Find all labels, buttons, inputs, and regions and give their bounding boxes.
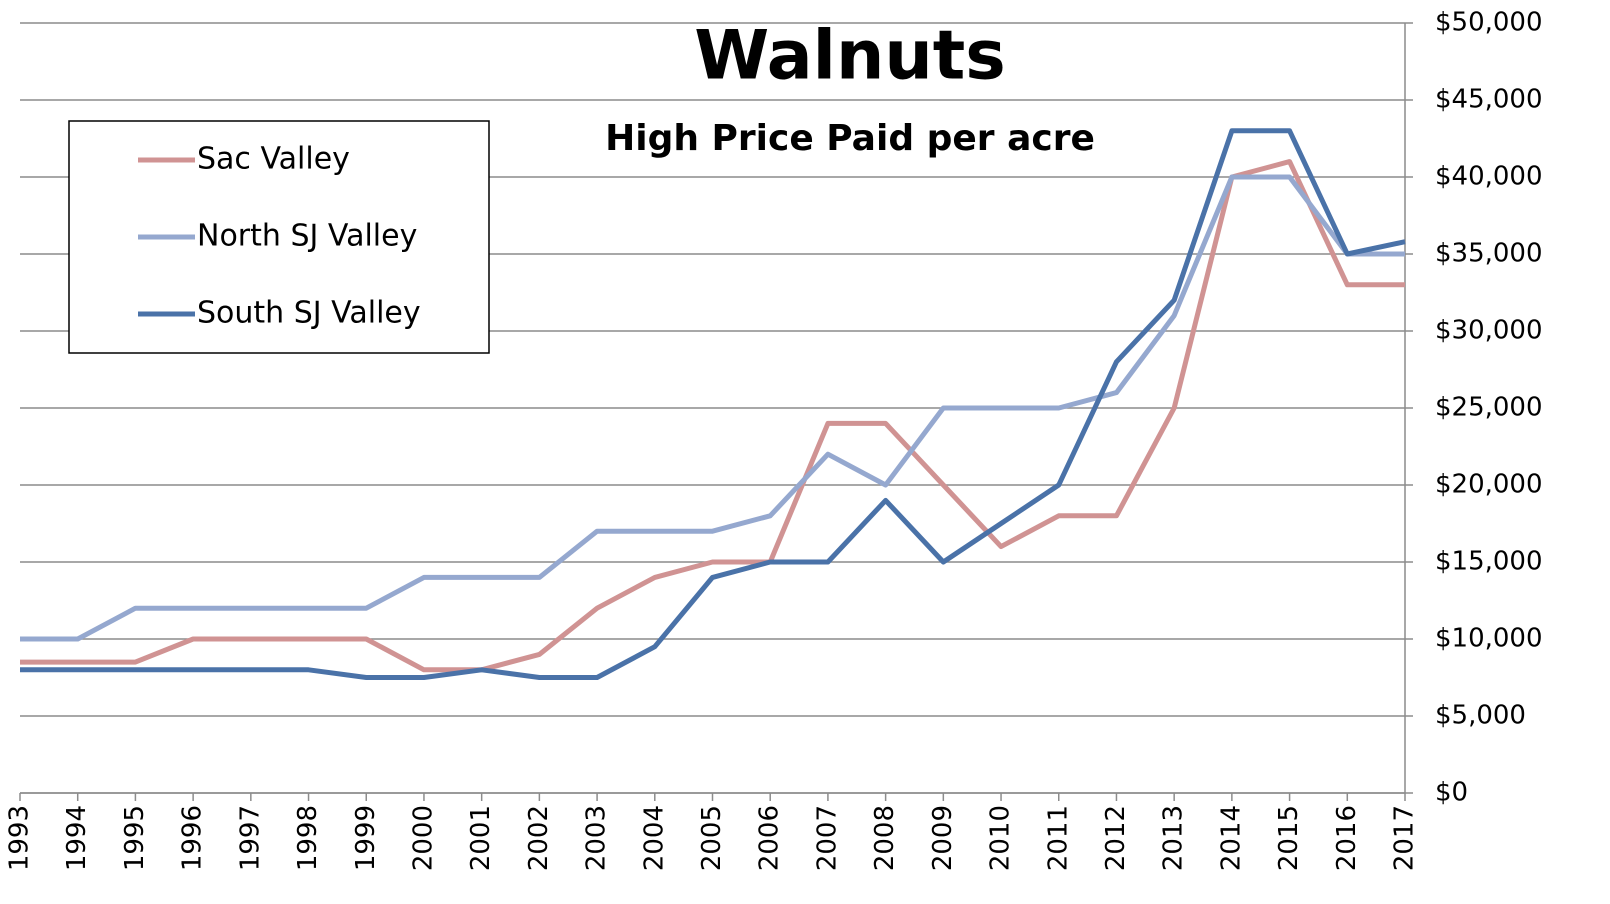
x-tick-label: 2011: [1043, 805, 1073, 871]
x-tick-label: 2003: [582, 805, 612, 871]
y-tick-label: $30,000: [1435, 316, 1543, 346]
x-tick-label: 2000: [408, 805, 438, 871]
x-tick-label: 2007: [812, 805, 842, 871]
x-tick-label: 2008: [870, 805, 900, 871]
y-tick-label: $35,000: [1435, 239, 1543, 269]
series-line: [20, 128, 1406, 680]
y-tick-label: $40,000: [1435, 162, 1543, 192]
legend-label: South SJ Valley: [197, 296, 421, 331]
y-tick-label: $10,000: [1435, 624, 1543, 654]
x-tick-label: 1997: [235, 805, 265, 871]
x-tick-label: 2015: [1274, 805, 1304, 871]
x-tick-label: 2012: [1101, 805, 1131, 871]
x-tick-label: 2017: [1390, 805, 1420, 871]
x-tick-label: 2001: [466, 805, 496, 871]
x-tick-label: 2013: [1159, 805, 1189, 871]
x-tick-label: 2002: [524, 805, 554, 871]
y-tick-label: $0: [1435, 778, 1468, 808]
x-tick-label: 2016: [1332, 805, 1362, 871]
x-tick-label: 1995: [120, 805, 150, 871]
y-tick-label: $50,000: [1435, 8, 1543, 38]
series-line: [20, 174, 1405, 642]
y-tick-label: $20,000: [1435, 470, 1543, 500]
x-tick-label: 2005: [697, 805, 727, 871]
y-tick-label: $45,000: [1435, 85, 1543, 115]
legend-label: North SJ Valley: [197, 219, 417, 254]
x-tick-label: 2014: [1216, 805, 1246, 871]
y-tick-label: $25,000: [1435, 393, 1543, 423]
chart-title: Walnuts: [694, 17, 1006, 96]
x-tick-label: 1993: [5, 805, 35, 871]
x-tick-label: 2006: [755, 805, 785, 871]
x-tick-label: 2004: [639, 805, 669, 871]
y-tick-label: $15,000: [1435, 547, 1543, 577]
x-tick-label: 1996: [178, 805, 208, 871]
series-line: [20, 159, 1405, 673]
x-tick-label: 1994: [62, 805, 92, 871]
x-tick-label: 1998: [293, 805, 323, 871]
x-tick-label: 2010: [986, 805, 1016, 871]
x-tick-label: 1999: [351, 805, 381, 871]
chart-subtitle: High Price Paid per acre: [605, 118, 1095, 159]
y-tick-label: $5,000: [1435, 701, 1526, 731]
legend-label: Sac Valley: [197, 142, 350, 177]
x-tick-label: 2009: [928, 805, 958, 871]
